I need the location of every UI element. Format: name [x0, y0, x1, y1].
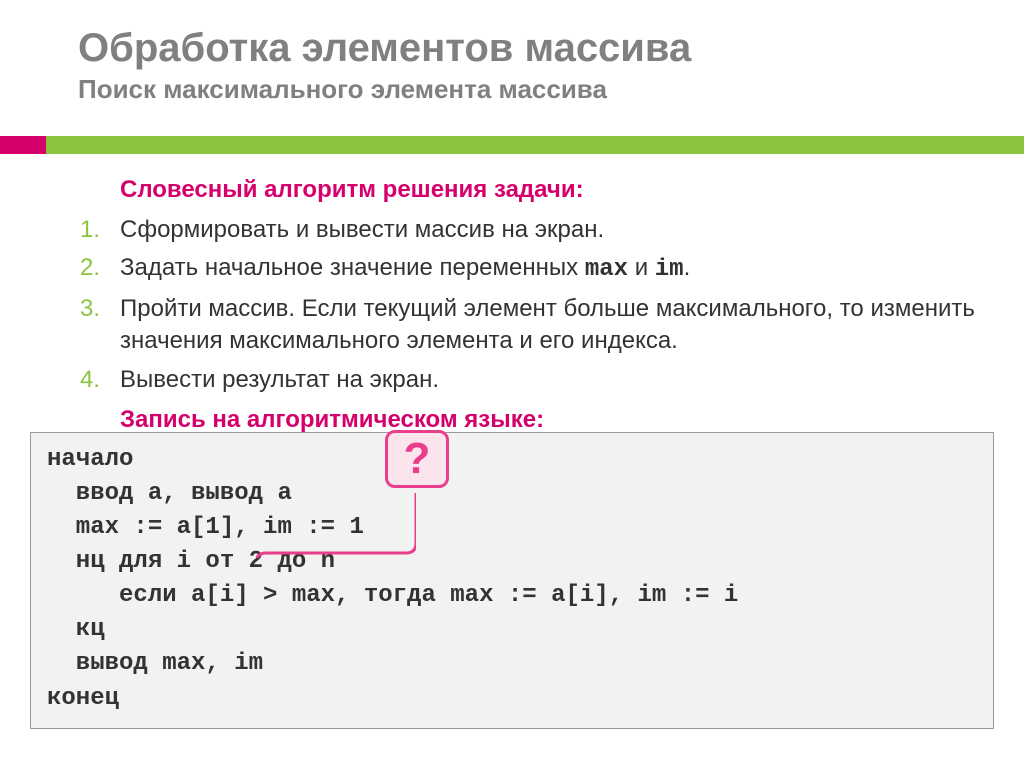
algo-heading: Запись на алгоритмическом языке:	[120, 406, 984, 434]
step-item: Сформировать и вывести массив на экран.	[76, 214, 984, 246]
title-block: Обработка элементов массива Поиск максим…	[0, 0, 1024, 105]
accent-bar-green	[46, 136, 1024, 154]
step-item: Вывести результат на экран.	[76, 364, 984, 396]
inline-code: max	[585, 256, 628, 283]
code-line: начало	[47, 443, 977, 477]
page-title: Обработка элементов массива	[78, 26, 1024, 70]
steps-list: Сформировать и вывести массив на экран. …	[76, 214, 984, 396]
step-text: Сформировать и вывести массив на экран.	[120, 216, 604, 243]
code-line: нц для i от 2 до n	[47, 545, 977, 579]
code-line: вывод max, im	[47, 647, 977, 681]
code-line: конец	[47, 682, 977, 716]
intro-heading: Словесный алгоритм решения задачи:	[120, 176, 984, 204]
code-block: начало ввод a, вывод a max := a[1], im :…	[30, 432, 994, 729]
code-line: ввод a, вывод a	[47, 477, 977, 511]
question-mark-icon: ?	[404, 434, 431, 484]
accent-bar-pink	[0, 136, 46, 154]
step-item: Задать начальное значение переменных max…	[76, 252, 984, 286]
page-subtitle: Поиск максимального элемента массива	[78, 74, 1024, 105]
content-area: Словесный алгоритм решения задачи: Сформ…	[76, 176, 984, 444]
code-line: кц	[47, 613, 977, 647]
step-item: Пройти массив. Если текущий элемент боль…	[76, 293, 984, 358]
step-text: .	[684, 254, 691, 281]
step-text: Вывести результат на экран.	[120, 366, 439, 393]
code-line: max := a[1], im := 1	[47, 511, 977, 545]
step-text: и	[628, 254, 655, 281]
step-text: Пройти массив. Если текущий элемент боль…	[120, 295, 975, 354]
question-callout: ?	[385, 430, 449, 488]
step-text: Задать начальное значение переменных	[120, 254, 585, 281]
inline-code: im	[655, 256, 684, 283]
code-line: если a[i] > max, тогда max := a[i], im :…	[47, 579, 977, 613]
